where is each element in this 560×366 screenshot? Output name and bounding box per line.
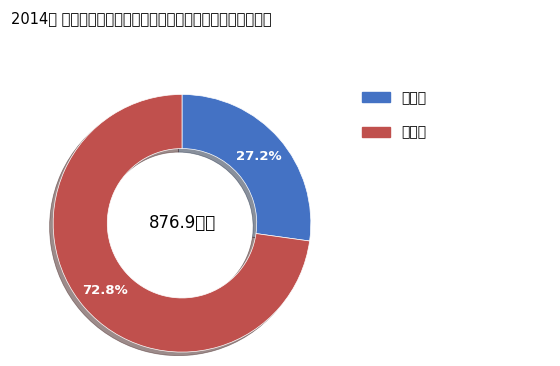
- Wedge shape: [182, 94, 311, 241]
- Text: 72.8%: 72.8%: [82, 284, 128, 296]
- Wedge shape: [53, 94, 310, 352]
- Legend: 卸売業, 小売業: 卸売業, 小売業: [356, 85, 432, 145]
- Text: 2014年 商業年間商品販売額にしめる卸売業と小売業のシェア: 2014年 商業年間商品販売額にしめる卸売業と小売業のシェア: [11, 11, 272, 26]
- Text: 27.2%: 27.2%: [236, 150, 282, 163]
- Text: 876.9億円: 876.9億円: [148, 214, 216, 232]
